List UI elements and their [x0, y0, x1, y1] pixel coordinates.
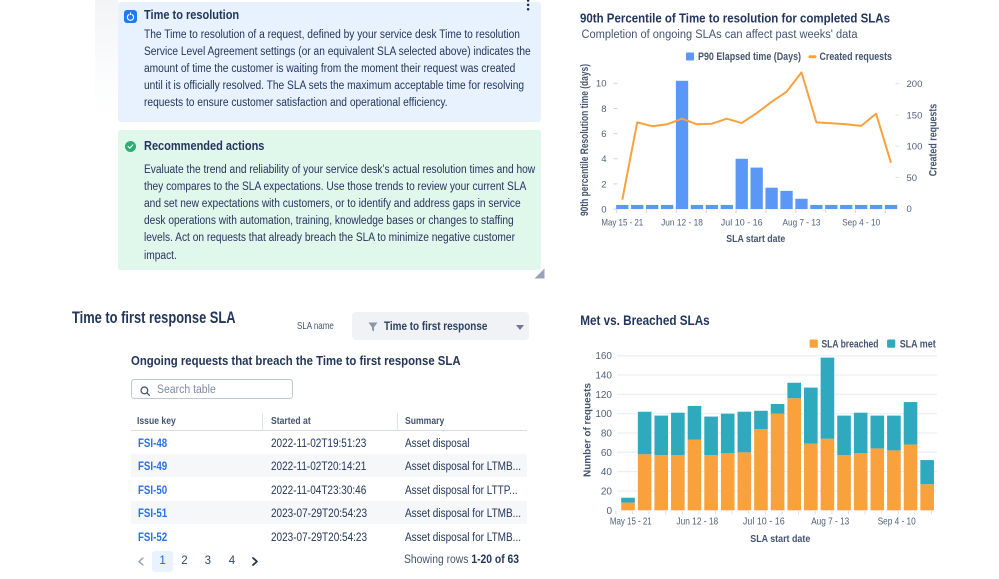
- svg-text:90th percentile Resolution tim: 90th percentile Resolution time (days): [579, 64, 591, 216]
- svg-text:May 15 - 21: May 15 - 21: [601, 218, 643, 229]
- svg-text:150: 150: [907, 110, 923, 121]
- svg-text:Jun 12 - 18: Jun 12 - 18: [676, 517, 718, 528]
- svg-text:0: 0: [907, 204, 912, 215]
- svg-text:SLA start date: SLA start date: [726, 233, 785, 245]
- svg-text:Sep 4 - 10: Sep 4 - 10: [878, 517, 916, 528]
- svg-text:4: 4: [601, 154, 606, 165]
- svg-text:0: 0: [606, 506, 612, 517]
- svg-text:Created requests: Created requests: [928, 104, 940, 177]
- svg-text:2: 2: [601, 179, 606, 190]
- svg-text:40: 40: [601, 467, 613, 478]
- svg-text:0: 0: [601, 205, 606, 216]
- svg-text:80: 80: [601, 429, 613, 440]
- svg-text:Aug 7 - 13: Aug 7 - 13: [783, 218, 821, 229]
- svg-text:Sep 4 - 10: Sep 4 - 10: [842, 218, 880, 229]
- svg-text:100: 100: [907, 142, 923, 153]
- svg-text:20: 20: [601, 487, 613, 498]
- svg-text:100: 100: [595, 409, 612, 420]
- svg-text:140: 140: [595, 371, 612, 382]
- svg-text:Jul 10 - 16: Jul 10 - 16: [721, 218, 763, 229]
- svg-text:Number of requests: Number of requests: [582, 383, 594, 477]
- svg-text:Created requests: Created requests: [820, 51, 893, 63]
- svg-text:Aug 7 - 13: Aug 7 - 13: [811, 517, 849, 528]
- svg-text:60: 60: [601, 448, 613, 459]
- svg-text:200: 200: [907, 79, 923, 90]
- svg-text:10: 10: [596, 79, 607, 90]
- svg-text:90th Percentile of Time to res: 90th Percentile of Time to resolution fo…: [580, 11, 890, 26]
- svg-text:8: 8: [601, 104, 606, 115]
- svg-text:SLA met: SLA met: [900, 339, 936, 351]
- svg-text:May 15 - 21: May 15 - 21: [610, 517, 652, 528]
- svg-text:6: 6: [601, 129, 606, 140]
- svg-text:P90 Elapsed time (Days): P90 Elapsed time (Days): [698, 51, 801, 63]
- svg-text:Jun 12 - 18: Jun 12 - 18: [661, 218, 703, 229]
- svg-text:Jul 10 - 16: Jul 10 - 16: [743, 517, 785, 528]
- svg-text:160: 160: [595, 351, 612, 362]
- svg-text:50: 50: [907, 173, 918, 184]
- svg-text:Met vs. Breached SLAs: Met vs. Breached SLAs: [580, 313, 710, 329]
- svg-text:120: 120: [595, 390, 612, 401]
- svg-text:Completion of ongoing SLAs can: Completion of ongoing SLAs can affect pa…: [582, 29, 859, 41]
- svg-text:SLA breached: SLA breached: [822, 339, 879, 351]
- svg-text:SLA start date: SLA start date: [750, 533, 810, 545]
